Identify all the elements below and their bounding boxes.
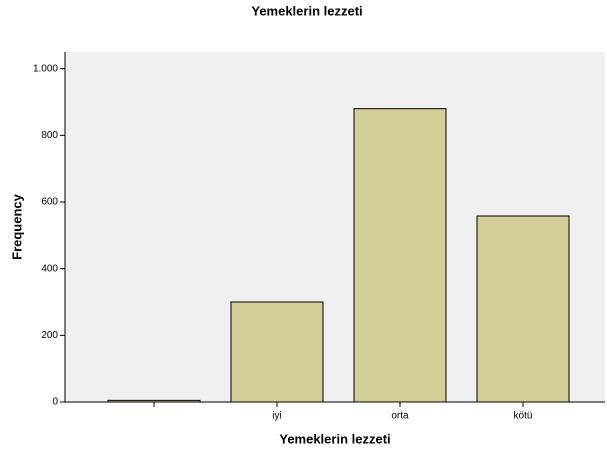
bar bbox=[353, 108, 447, 403]
y-tick-label: 600 bbox=[41, 197, 58, 208]
bar bbox=[107, 399, 201, 403]
y-tick-label: 1.000 bbox=[33, 63, 58, 74]
y-tick-label: 800 bbox=[41, 130, 58, 141]
y-tick-label: 400 bbox=[41, 263, 58, 274]
bar bbox=[230, 301, 324, 403]
chart-title: Yemeklerin lezzeti bbox=[251, 3, 362, 18]
x-tick-label: kötü bbox=[514, 411, 533, 422]
bar bbox=[476, 215, 570, 403]
x-tick-label: orta bbox=[391, 411, 409, 422]
x-tick-label: iyi bbox=[272, 411, 281, 422]
y-tick-label: 200 bbox=[41, 330, 58, 341]
x-axis-label: Yemeklerin lezzeti bbox=[279, 431, 390, 446]
y-tick-label: 0 bbox=[52, 397, 58, 408]
y-axis-label: Frequency bbox=[9, 193, 24, 260]
